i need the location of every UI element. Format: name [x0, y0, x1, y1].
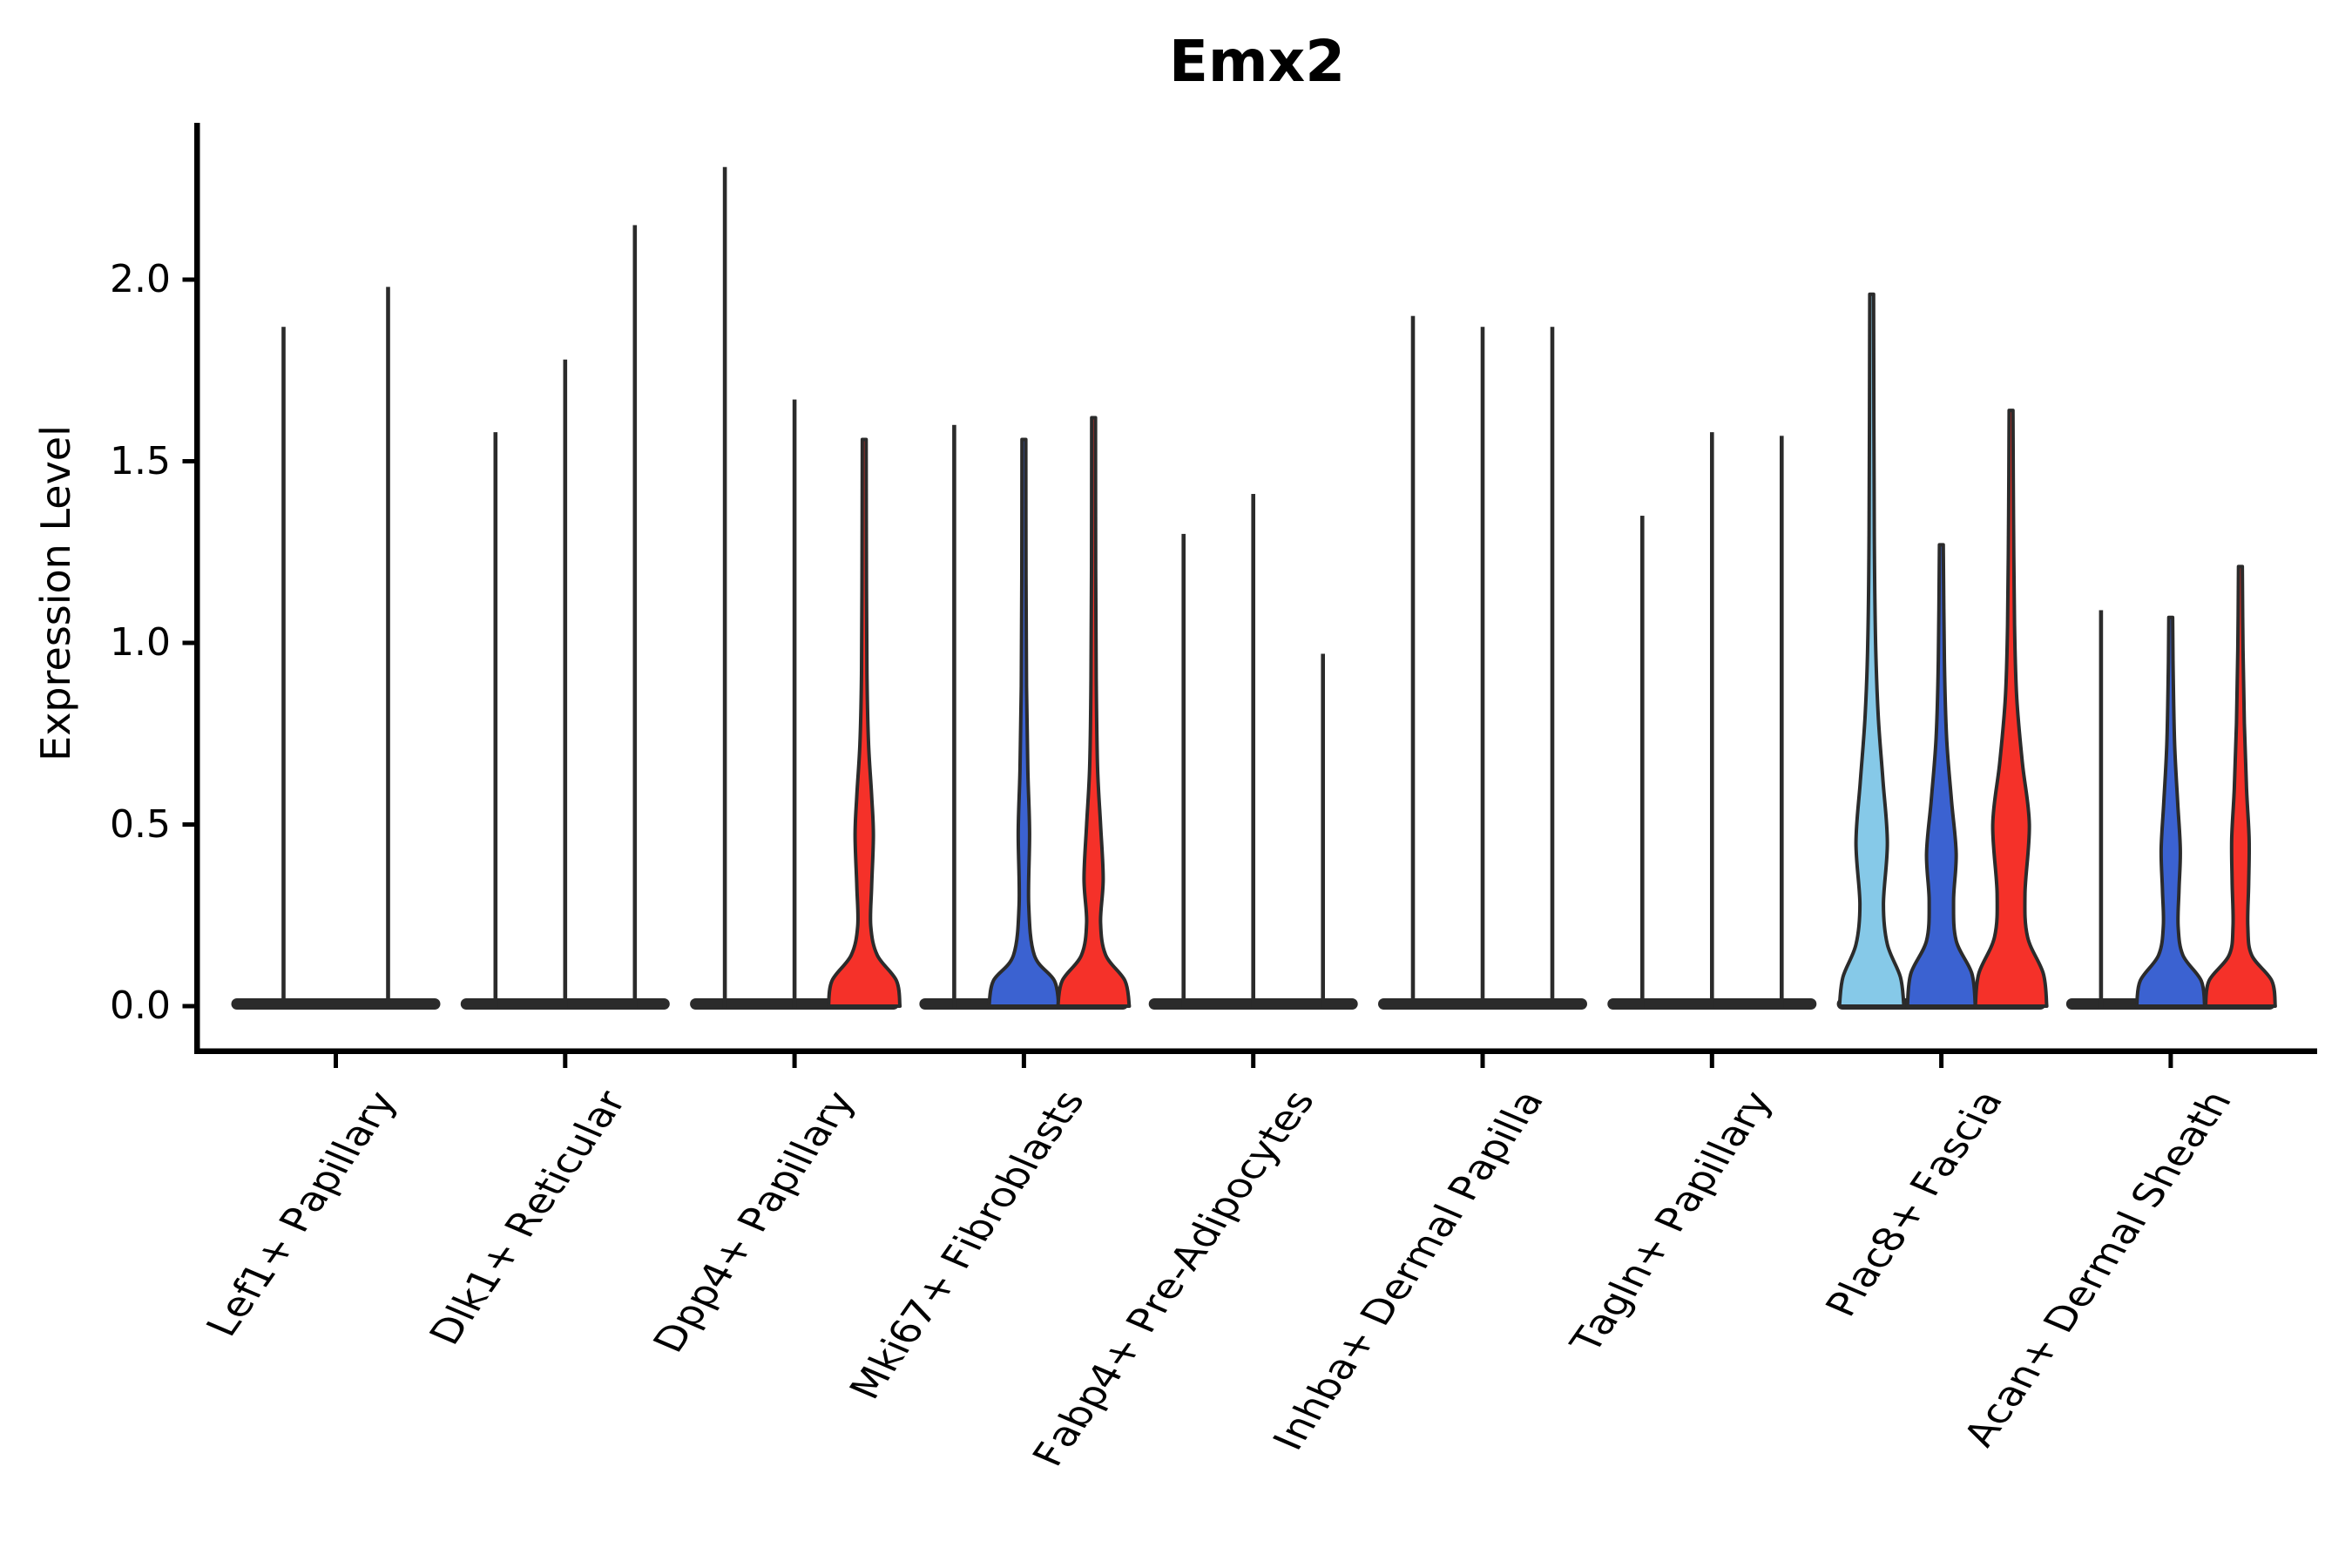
violin-thin — [1321, 653, 1325, 1008]
violin-thin — [563, 359, 568, 1008]
x-tick-mark — [1480, 1054, 1485, 1068]
y-tick-label: 0.5 — [110, 801, 171, 847]
violin-filled — [2203, 564, 2277, 1008]
x-tick-mark — [792, 1054, 797, 1068]
violin-thin — [792, 399, 797, 1008]
violin-baseline-bar — [231, 998, 441, 1010]
violin-thin — [1480, 327, 1485, 1009]
x-tick-mark — [1251, 1054, 1256, 1068]
violin-thin — [952, 424, 956, 1008]
violin-thin — [722, 166, 727, 1009]
violin-filled — [1973, 409, 2049, 1008]
x-tick-mark — [1021, 1054, 1026, 1068]
y-tick-label: 2.0 — [110, 257, 171, 301]
violin-thin — [632, 225, 638, 1008]
y-tick-mark — [182, 459, 194, 463]
y-tick-label: 1.0 — [110, 620, 171, 665]
violin-thin — [1410, 315, 1416, 1008]
x-tick-mark — [563, 1054, 568, 1068]
violin-thin — [1780, 436, 1784, 1008]
y-tick-mark — [182, 1004, 194, 1009]
x-tick-mark — [1939, 1054, 1944, 1068]
x-tick-mark — [334, 1054, 338, 1068]
y-axis-spine — [194, 123, 200, 1054]
violin-thin — [1640, 516, 1645, 1008]
violin-thin — [386, 287, 390, 1009]
violin-thin — [2099, 610, 2104, 1008]
y-tick-mark — [182, 640, 194, 645]
violin-thin — [281, 327, 286, 1009]
x-tick-mark — [1709, 1054, 1714, 1068]
violin-thin — [1181, 533, 1186, 1008]
violin-filled — [827, 437, 902, 1008]
violin-filled — [2134, 615, 2207, 1008]
x-tick-mark — [2168, 1054, 2173, 1068]
violin-thin — [1550, 327, 1555, 1009]
x-axis-spine — [194, 1048, 2317, 1054]
violin-thin — [493, 432, 498, 1008]
y-tick-label: 1.5 — [110, 438, 171, 483]
y-tick-mark — [182, 822, 194, 827]
violin-filled — [987, 437, 1061, 1008]
chart-title: Emx2 — [1168, 28, 1346, 95]
violin-filled — [1056, 416, 1132, 1008]
violin-thin — [1710, 432, 1714, 1008]
violin-filled — [1837, 292, 1906, 1008]
y-tick-label: 0.0 — [110, 983, 171, 1028]
violin-thin — [1251, 494, 1255, 1008]
violin-filled — [1905, 543, 1977, 1008]
y-tick-mark — [182, 277, 194, 282]
